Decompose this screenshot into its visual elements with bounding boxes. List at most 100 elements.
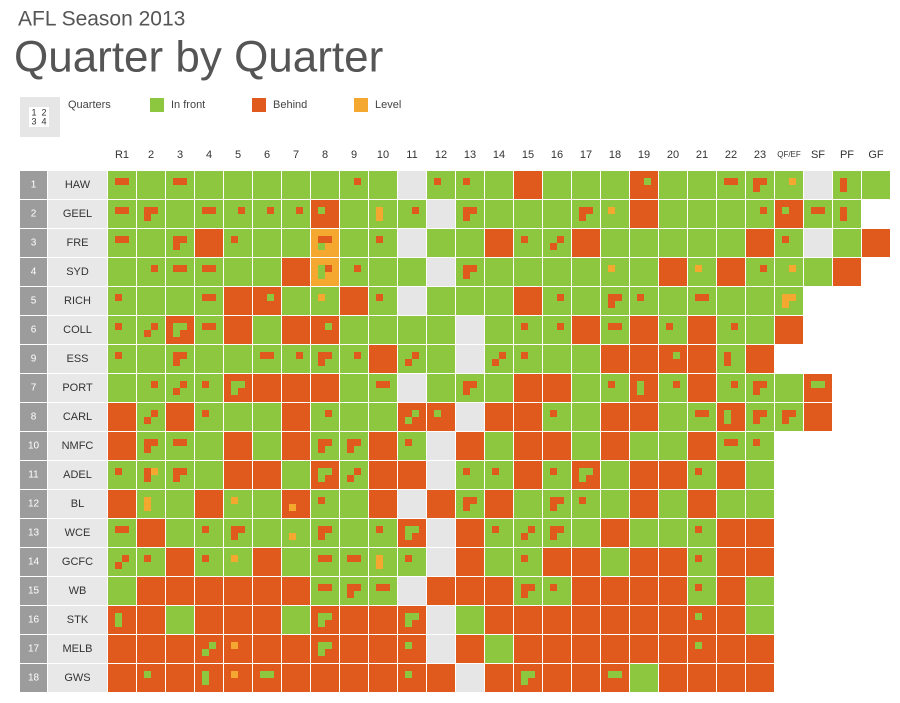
column-header: R1 <box>115 149 129 161</box>
result-cell <box>485 548 513 576</box>
result-cell <box>253 229 281 257</box>
result-cell <box>427 287 455 315</box>
result-cell <box>253 490 281 518</box>
quarter-mark <box>405 642 412 649</box>
result-cell <box>456 577 484 605</box>
result-cell <box>137 577 165 605</box>
quarter-mark <box>521 584 528 591</box>
quarter-mark <box>528 584 535 591</box>
quarter-mark <box>608 323 615 330</box>
rank: 10 <box>28 441 40 452</box>
quarter-mark <box>405 555 412 562</box>
quarter-mark <box>579 497 586 504</box>
quarter-mark <box>231 555 238 562</box>
column-header: 10 <box>377 149 389 161</box>
quarter-mark <box>325 236 332 243</box>
result-cell <box>340 200 368 228</box>
team: FRE <box>67 237 89 249</box>
quarter-mark <box>325 555 332 562</box>
result-cell <box>340 316 368 344</box>
quarter-mark <box>354 265 361 272</box>
result-cell <box>746 287 774 315</box>
quarter-mark <box>724 417 731 424</box>
quarter-mark <box>231 497 238 504</box>
quarter-mark <box>608 265 615 272</box>
rank: 13 <box>28 528 40 539</box>
quarter-mark <box>354 555 361 562</box>
column-header: 3 <box>177 149 183 161</box>
quarter-mark <box>470 265 477 272</box>
quarter-mark <box>463 207 470 214</box>
result-cell <box>659 432 687 460</box>
result-cell <box>427 664 455 692</box>
result-cell <box>572 432 600 460</box>
team-cell <box>48 461 107 489</box>
result-cell <box>572 287 600 315</box>
quarter-mark <box>354 178 361 185</box>
result-cell <box>485 287 513 315</box>
team-cell <box>48 287 107 315</box>
quarter-mark <box>144 497 151 504</box>
quarter-mark <box>122 555 129 562</box>
quarter-mark <box>325 265 332 272</box>
rank-cell <box>20 490 47 518</box>
result-cell <box>775 316 803 344</box>
quarter-mark <box>122 526 129 533</box>
quarter-mark <box>115 323 122 330</box>
quarter-mark <box>666 323 673 330</box>
result-cell <box>166 490 194 518</box>
quarter-mark <box>115 178 122 185</box>
result-cell <box>746 316 774 344</box>
result-cell <box>775 374 803 402</box>
team: STK <box>67 614 89 626</box>
quarter-mark <box>318 243 325 250</box>
quarter-mark <box>347 475 354 482</box>
quarter-mark <box>202 671 209 678</box>
result-cell <box>543 606 571 634</box>
quarter-mark <box>731 178 738 185</box>
result-cell <box>514 635 542 663</box>
quarter-mark <box>318 272 325 279</box>
quarter-mark <box>209 207 216 214</box>
result-cell <box>340 287 368 315</box>
quarter-mark <box>615 671 622 678</box>
result-cell <box>630 258 658 286</box>
quarter-mark <box>644 178 651 185</box>
quarter-mark <box>405 417 412 424</box>
quarter-mark <box>173 265 180 272</box>
result-cell <box>282 229 310 257</box>
quarter-mark <box>695 584 702 591</box>
result-cell <box>601 490 629 518</box>
result-cell <box>630 461 658 489</box>
result-cell <box>572 403 600 431</box>
quarter-mark <box>267 207 274 214</box>
quarter-mark <box>173 468 180 475</box>
quarter-mark <box>434 178 441 185</box>
rank-cell <box>20 461 47 489</box>
rank-cell <box>20 316 47 344</box>
quarter-mark <box>231 236 238 243</box>
column-header: 13 <box>464 149 476 161</box>
result-cell <box>572 664 600 692</box>
legend-label: Behind <box>273 99 307 111</box>
quarter-mark <box>412 207 419 214</box>
quarter-mark <box>376 555 383 562</box>
quarter-mark <box>296 207 303 214</box>
quarter-mark <box>702 294 709 301</box>
quarter-mark <box>818 381 825 388</box>
quarter-mark <box>231 671 238 678</box>
quarter-mark <box>695 642 702 649</box>
quarter-mark <box>789 178 796 185</box>
quarter-mark <box>608 294 615 301</box>
quarter-mark <box>550 497 557 504</box>
quarter-mark <box>376 562 383 569</box>
quarter-mark <box>144 555 151 562</box>
column-header: 6 <box>264 149 270 161</box>
quarter-mark <box>753 439 760 446</box>
quarter-mark <box>260 352 267 359</box>
title: AFL Season 2013 <box>18 8 185 31</box>
quarter-mark <box>753 185 760 192</box>
rank: 17 <box>28 644 40 655</box>
team: BL <box>71 498 84 510</box>
quarter-mark <box>122 207 129 214</box>
